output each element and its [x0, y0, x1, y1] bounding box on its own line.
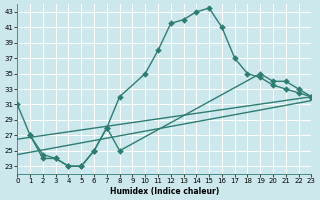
X-axis label: Humidex (Indice chaleur): Humidex (Indice chaleur) — [110, 187, 219, 196]
